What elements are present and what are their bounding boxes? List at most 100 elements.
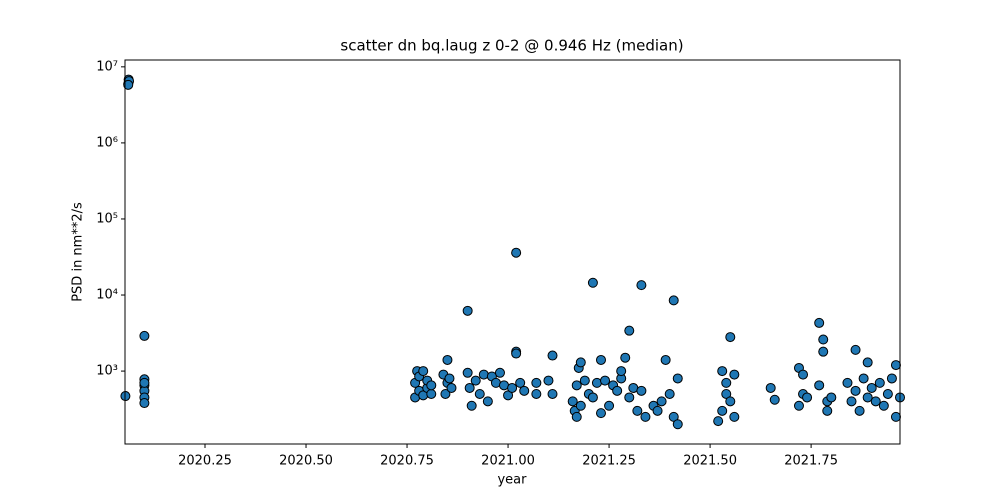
data-point xyxy=(123,79,134,90)
data-point xyxy=(660,354,671,365)
data-point xyxy=(494,367,505,378)
x-tick-label: 2021.00 xyxy=(481,454,535,469)
data-point xyxy=(440,388,451,399)
data-point xyxy=(482,396,493,407)
data-point xyxy=(769,394,780,405)
data-point xyxy=(571,411,582,422)
data-point xyxy=(446,382,457,393)
data-point xyxy=(547,350,558,361)
data-point xyxy=(878,400,889,411)
x-tick-label: 2021.25 xyxy=(582,454,636,469)
data-point xyxy=(474,388,485,399)
data-point xyxy=(850,344,861,355)
data-point xyxy=(511,247,522,258)
data-point xyxy=(426,388,437,399)
x-tick-label: 2020.75 xyxy=(380,454,434,469)
data-point xyxy=(547,388,558,399)
data-point xyxy=(567,396,578,407)
data-point xyxy=(515,377,526,388)
data-point xyxy=(717,405,728,416)
data-point xyxy=(725,332,736,343)
data-point xyxy=(822,405,833,416)
data-point xyxy=(478,369,489,380)
data-point xyxy=(587,277,598,288)
data-point xyxy=(814,317,825,328)
data-point xyxy=(462,305,473,316)
data-point xyxy=(543,375,554,386)
data-point xyxy=(890,411,901,422)
data-point xyxy=(620,352,631,363)
data-point xyxy=(656,396,667,407)
data-point xyxy=(464,382,475,393)
data-point xyxy=(587,392,598,403)
data-point xyxy=(846,396,857,407)
data-point xyxy=(636,280,647,291)
data-point xyxy=(818,346,829,357)
data-point xyxy=(713,416,724,427)
data-point xyxy=(575,400,586,411)
data-point xyxy=(616,366,627,377)
data-point xyxy=(862,357,873,368)
data-point xyxy=(632,405,643,416)
data-point xyxy=(862,392,873,403)
data-point xyxy=(874,377,885,388)
data-point xyxy=(721,377,732,388)
data-point xyxy=(802,392,813,403)
data-point xyxy=(139,330,150,341)
y-tick-label: 10⁶ xyxy=(96,135,118,150)
data-point xyxy=(466,400,477,411)
plot-area xyxy=(120,74,905,430)
data-point xyxy=(507,382,518,393)
data-point xyxy=(652,405,663,416)
y-tick-label: 10⁵ xyxy=(96,211,118,226)
data-point xyxy=(442,354,453,365)
data-point xyxy=(531,388,542,399)
data-point xyxy=(729,369,740,380)
chart-title: scatter dn bq.laug z 0-2 @ 0.946 Hz (med… xyxy=(340,37,683,55)
y-tick-label: 10³ xyxy=(96,364,118,379)
data-point xyxy=(850,385,861,396)
data-point xyxy=(519,385,530,396)
x-axis-label: year xyxy=(497,473,527,488)
y-tick-label: 10⁴ xyxy=(96,288,118,303)
data-point xyxy=(814,380,825,391)
data-point xyxy=(765,382,776,393)
data-point xyxy=(640,411,651,422)
data-point xyxy=(426,380,437,391)
data-point xyxy=(139,398,150,409)
data-point xyxy=(462,367,473,378)
x-tick-label: 2021.75 xyxy=(784,454,838,469)
x-tick-label: 2020.25 xyxy=(178,454,232,469)
data-point xyxy=(604,400,615,411)
data-point xyxy=(595,408,606,419)
data-point xyxy=(579,375,590,386)
data-point xyxy=(511,348,522,359)
y-axis-label: PSD in nm**2/s xyxy=(71,202,86,302)
axes-frame xyxy=(124,59,901,445)
data-point xyxy=(591,377,602,388)
data-point xyxy=(854,405,865,416)
data-point xyxy=(866,382,877,393)
data-point xyxy=(571,380,582,391)
data-point xyxy=(624,325,635,336)
data-point xyxy=(470,375,481,386)
data-point xyxy=(624,392,635,403)
data-point xyxy=(793,400,804,411)
data-point xyxy=(886,373,897,384)
data-point xyxy=(672,419,683,430)
data-point xyxy=(444,373,455,384)
x-tick-label: 2021.50 xyxy=(683,454,737,469)
data-point xyxy=(664,388,675,399)
data-point xyxy=(531,377,542,388)
data-point xyxy=(668,295,679,306)
data-point xyxy=(418,366,429,377)
data-point xyxy=(672,373,683,384)
data-point xyxy=(717,366,728,377)
data-point xyxy=(890,360,901,371)
data-point xyxy=(612,385,623,396)
data-point xyxy=(636,385,647,396)
y-tick-label: 10⁷ xyxy=(96,59,118,74)
x-tick-label: 2020.50 xyxy=(279,454,333,469)
